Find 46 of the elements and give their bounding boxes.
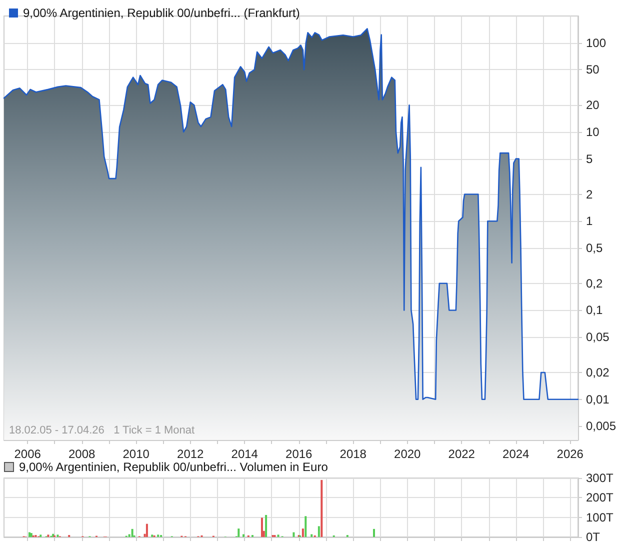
y-tick-label: 0,1: [586, 303, 604, 318]
x-tick-label: 2022: [448, 447, 476, 461]
y-tick-label: 200T: [586, 490, 614, 505]
y-tick-label: 300T: [586, 471, 614, 485]
chart-title: 9,00% Argentinien, Republik 00/unbefri... Volumen in Euro: [19, 460, 328, 474]
x-tick-label: 2026: [556, 447, 584, 461]
y-tick-label: 20: [586, 98, 600, 112]
y-tick-label: 0,02: [586, 366, 610, 380]
bar: [304, 516, 307, 537]
annotation: 18.02.05 - 17.04.26 1 Tick = 1 Monat: [9, 424, 195, 436]
y-tick-label: 100T: [586, 510, 614, 524]
y-tick-label: 0,2: [586, 276, 604, 290]
x-tick-label: 2014: [231, 447, 258, 461]
x-tick-label: 2010: [122, 447, 150, 461]
x-tick-label: 2006: [14, 447, 42, 461]
x-tick-label: 2008: [68, 447, 96, 461]
y-tick-label: 0T: [586, 530, 601, 544]
bar: [238, 528, 240, 537]
y-tick-label: 100: [586, 36, 606, 50]
y-tick-label: 0,05: [586, 330, 610, 344]
y-tick-label: 0,005: [586, 419, 616, 434]
x-tick-label: 2016: [286, 447, 313, 461]
bar: [302, 528, 304, 537]
bar: [318, 526, 320, 537]
y-tick-label: 0,5: [586, 240, 604, 255]
bar: [265, 514, 268, 537]
bar: [373, 528, 376, 537]
x-tick-label: 2012: [177, 447, 204, 461]
bar: [146, 524, 148, 537]
x-tick-label: 2018: [340, 447, 367, 461]
x-tick-label: 2024: [502, 447, 530, 461]
bar: [131, 528, 134, 537]
y-tick-label: 10: [586, 124, 600, 139]
y-tick-label: 50: [586, 62, 600, 77]
bar: [242, 534, 245, 537]
bar: [310, 534, 313, 537]
y-tick-label: 1: [586, 214, 593, 228]
bar: [260, 518, 263, 537]
y-tick-label: 2: [586, 187, 593, 202]
bar: [292, 532, 295, 537]
bar: [28, 532, 30, 537]
y-tick-label: 0,01: [586, 392, 610, 406]
x-tick-label: 2020: [394, 447, 422, 461]
legend-label: 9,00% Argentinien, Republik 00/unbefri... (Frankfurt): [23, 6, 300, 20]
bar: [320, 480, 323, 537]
y-tick-label: 5: [586, 152, 593, 166]
